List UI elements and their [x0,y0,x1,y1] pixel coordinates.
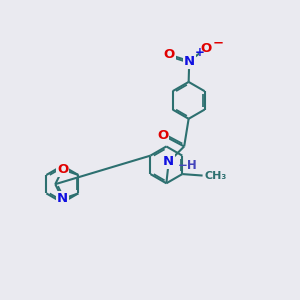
Text: N: N [184,55,195,68]
Text: −: − [213,36,224,49]
Text: N: N [57,192,68,206]
Text: CH₃: CH₃ [205,171,227,181]
Text: O: O [57,163,68,176]
Text: −H: −H [178,159,198,172]
Text: O: O [157,129,168,142]
Text: O: O [200,42,211,55]
Text: +: + [195,46,205,59]
Text: N: N [163,155,174,168]
Text: O: O [164,48,175,61]
